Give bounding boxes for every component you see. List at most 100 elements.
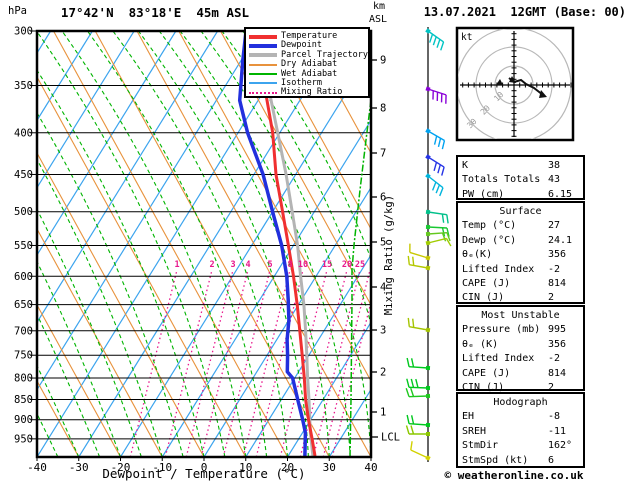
stats-value: 356 (548, 249, 567, 261)
highlighted-wet-adiabat (349, 93, 371, 457)
wind-barb (407, 317, 431, 333)
stats-label: K (462, 160, 469, 171)
legend-box: Temperature Dewpoint Parcel Trajectory Dry … (244, 27, 370, 98)
temp-tick-label: -20 (111, 461, 131, 474)
wind-barb (425, 224, 450, 237)
mixing-ratio-value-label: 1 (174, 260, 179, 270)
stats-value: -11 (548, 425, 567, 437)
stats-label: Totals Totals (462, 174, 541, 186)
legend-item: Isotherm (249, 78, 368, 87)
temp-tick-label: -10 (152, 461, 172, 474)
stats-box-surface: Surface Temp (°C) 27 Dewp (°C) 24.1 θₑ(K) 356 L… (456, 201, 585, 304)
stats-value: 995 (548, 324, 567, 336)
mixing-ratio-value-label: 4 (245, 260, 250, 270)
mixing-ratio-axis-label: Mixing Ratio (g/kg) (383, 195, 395, 315)
legend-item: Parcel Trajectory (249, 50, 368, 59)
stats-row: Pressure (mb) 995 (458, 323, 583, 337)
legend-swatch-parcel-trajectory (249, 53, 277, 58)
temp-tick-label: 30 (323, 461, 336, 474)
stats-box-indices: K 38 Totals Totals 43 PW (cm) 6.15 (456, 155, 585, 200)
wind-barb (409, 243, 431, 261)
legend-item: Dry Adiabat (249, 59, 368, 69)
stats-box-header: Hodograph (493, 397, 548, 408)
km-tick-label: 7 (380, 148, 386, 160)
pressure-axis-unit: hPa (8, 5, 27, 17)
stats-label: CAPE (J) (462, 277, 511, 289)
mixing-ratio-value-label: 20 (342, 260, 352, 270)
stats-row: θₑ(K) 356 (458, 248, 583, 262)
wind-barb (425, 209, 449, 224)
temp-tick-label: -40 (27, 461, 47, 474)
legend-label: Dewpoint (281, 40, 322, 51)
km-tick-label: 5 (380, 237, 386, 249)
dewpoint-curve (237, 31, 308, 457)
wind-barb (406, 414, 431, 428)
stats-label: CIN (J) (462, 381, 505, 393)
stats-box-header: Surface (499, 206, 542, 217)
mixing-ratio-value-label: 10 (298, 260, 308, 270)
stats-value: 356 (548, 338, 567, 350)
wind-barb (425, 173, 444, 197)
stats-label: Lifted Index (462, 263, 535, 275)
stats-label: θₑ(K) (462, 249, 493, 261)
stats-row: PW (cm) 6.15 (458, 188, 583, 202)
legend-swatch-temperature (249, 34, 277, 39)
pressure-tick-label: 300 (14, 26, 33, 38)
pressure-tick-label: 750 (14, 350, 33, 362)
wind-barb (425, 237, 452, 247)
pressure-tick-label: 500 (14, 206, 33, 218)
temp-tick-label: 0 (201, 461, 208, 474)
legend-label: Wet Adiabat (281, 68, 338, 79)
stats-value: -2 (548, 263, 561, 275)
stats-value: 162° (548, 440, 573, 452)
stats-label: Lifted Index (462, 353, 535, 365)
km-tick-label: 9 (380, 55, 386, 67)
stats-value: 6.15 (548, 188, 573, 200)
stats-value: 6 (548, 454, 555, 466)
pressure-tick-label: 800 (14, 373, 33, 385)
km-tick-label: 3 (380, 325, 386, 337)
stats-row: StmSpd (kt) 6 (458, 454, 583, 468)
stats-box-most-unstable: Most Unstable Pressure (mb) 995 θₑ (K) 356 Li… (456, 305, 585, 393)
stats-row: Dewp (°C) 24.1 (458, 234, 583, 248)
stats-label: θₑ (K) (462, 338, 499, 350)
stats-row: Lifted Index -2 (458, 263, 583, 277)
stats-row: Temp (°C) 27 (458, 219, 583, 233)
km-tick-label: 8 (380, 103, 386, 115)
stats-row: SREH -11 (458, 425, 583, 439)
trace-arrowhead (539, 90, 547, 98)
wind-barb (405, 387, 431, 399)
temp-tick-label: 40 (364, 461, 377, 474)
wind-barb (425, 28, 445, 51)
legend-item: Dewpoint (249, 40, 368, 51)
sounding-curves (237, 31, 317, 457)
stats-value: 38 (548, 160, 561, 171)
credit-text: © weatheronline.co.uk (444, 469, 584, 482)
stats-value: 43 (548, 174, 561, 186)
stats-row: K 38 (458, 159, 583, 173)
pressure-tick-label: 400 (14, 127, 33, 139)
station-title: 17°42'N 83°18'E 45m ASL (60, 5, 250, 20)
pressure-tick-label: 850 (14, 394, 33, 406)
stats-label: EH (462, 411, 475, 423)
wind-barb (425, 128, 446, 150)
km-tick-label: 2 (380, 367, 386, 379)
lcl-label: LCL (381, 432, 400, 444)
hodograph-unit-label: kt (461, 32, 472, 43)
dry-adiabat-lines (37, 31, 371, 457)
temp-tick-label: 10 (239, 461, 252, 474)
stats-box-header: Most Unstable (481, 310, 560, 321)
x-axis-title: Dewpoint / Temperature (°C) (102, 466, 306, 481)
legend-swatch-dewpoint (249, 43, 277, 48)
stats-label: CIN (J) (462, 292, 505, 304)
stats-row: CAPE (J) 814 (458, 367, 583, 381)
legend-label: Parcel Trajectory (281, 49, 368, 60)
legend-label: Mixing Ratio (281, 87, 343, 98)
stats-value: 814 (548, 277, 567, 289)
stats-label: CAPE (J) (462, 367, 511, 379)
mixing-ratio-value-label: 25 (355, 260, 365, 270)
legend-item: Mixing Ratio (249, 87, 368, 98)
km-tick-label: 4 (380, 282, 386, 294)
trace-arrowhead (509, 76, 516, 83)
